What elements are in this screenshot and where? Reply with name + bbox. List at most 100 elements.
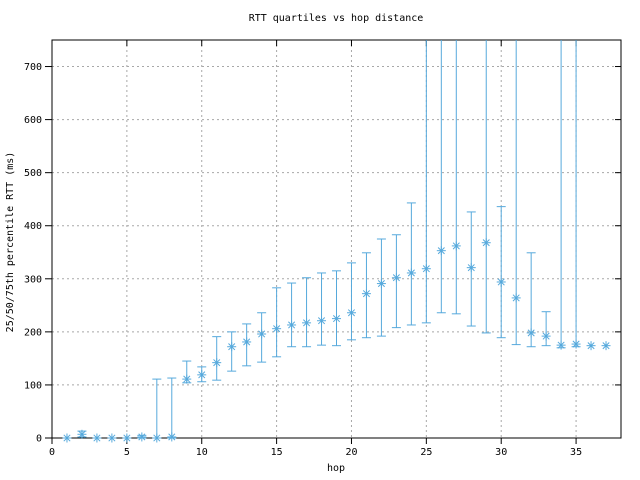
- median-marker-hop-37: [601, 341, 611, 351]
- median-marker-hop-23: [391, 273, 401, 283]
- median-marker-hop-26: [436, 246, 446, 256]
- error-bar-hop-19: [332, 270, 341, 347]
- grid: [52, 40, 621, 438]
- chart-title: RTT quartiles vs hop distance: [249, 13, 424, 24]
- marker-arm-d2: [527, 329, 535, 337]
- error-bar-hop-20: [346, 262, 356, 341]
- marker-arm-d2: [138, 433, 146, 441]
- error-bar-hop-35: [571, 40, 581, 348]
- x-tick-label-35: 35: [570, 447, 582, 458]
- y-tick-label-400: 400: [24, 221, 42, 232]
- median-marker-hop-7: [152, 433, 162, 443]
- median-marker-hop-5: [122, 433, 132, 443]
- error-bar-hop-18: [317, 272, 327, 346]
- median-marker-hop-28: [466, 263, 476, 273]
- marker-arm-d2: [347, 309, 356, 317]
- error-bar-hop-34: [556, 40, 566, 349]
- median-marker-hop-35: [571, 339, 581, 349]
- median-marker-hop-33: [541, 331, 551, 341]
- error-bar-hop-7: [152, 378, 162, 439]
- y-tick-label-200: 200: [24, 327, 42, 338]
- x-tick-label-15: 15: [271, 447, 283, 458]
- marker-arm-d2: [512, 294, 520, 302]
- median-marker-hop-34: [556, 340, 566, 350]
- y-axis-label: 25/50/75th percentile RTT (ms): [5, 152, 16, 333]
- median-marker-hop-9: [182, 374, 192, 384]
- marker-arm-d2: [407, 269, 415, 277]
- median-marker-hop-30: [496, 277, 506, 287]
- median-marker-hop-36: [586, 341, 596, 351]
- median-marker-hop-12: [227, 342, 237, 352]
- median-marker-hop-3: [92, 433, 102, 443]
- marker-arm-d2: [377, 280, 385, 288]
- error-bar-hop-25: [421, 40, 431, 324]
- marker-arm-d2: [557, 341, 565, 349]
- marker-arm-d2: [213, 359, 221, 367]
- axis-labels: RTT quartiles vs hop distance hop 25/50/…: [5, 13, 423, 474]
- median-marker-hop-17: [302, 318, 312, 328]
- marker-arm-d2: [183, 375, 191, 383]
- error-bar-hop-8: [167, 377, 177, 439]
- axis-ticks: [45, 40, 621, 444]
- y-tick-label-300: 300: [24, 274, 42, 285]
- median-marker-hop-32: [526, 328, 536, 338]
- marker-arm-d2: [587, 342, 595, 350]
- error-bar-hop-24: [406, 202, 416, 326]
- marker-arm-d2: [288, 321, 296, 329]
- marker-arm-d2: [392, 274, 400, 282]
- marker-arm-d2: [332, 315, 341, 323]
- marker-arm-d2: [497, 278, 505, 286]
- median-marker-hop-21: [361, 289, 371, 299]
- marker-arm-d2: [93, 434, 101, 442]
- error-bar-hop-27: [451, 40, 461, 315]
- marker-arm-d2: [452, 242, 460, 250]
- error-bar-hop-17: [302, 277, 312, 348]
- marker-arm-d2: [258, 330, 266, 338]
- y-tick-label-600: 600: [24, 115, 42, 126]
- median-marker-hop-24: [406, 268, 416, 278]
- marker-arm-d2: [243, 338, 251, 346]
- median-marker-hop-10: [197, 370, 207, 380]
- x-tick-label-30: 30: [495, 447, 507, 458]
- marker-arm-d2: [602, 342, 610, 350]
- rtt-quartile-series: [62, 40, 611, 443]
- median-marker-hop-19: [332, 314, 341, 324]
- error-bar-hop-16: [287, 282, 297, 348]
- error-bar-hop-30: [496, 206, 506, 339]
- marker-arm-d2: [63, 434, 71, 442]
- error-bar-hop-26: [436, 40, 446, 314]
- marker-arm-d2: [317, 317, 326, 325]
- median-marker-hop-29: [481, 238, 491, 248]
- marker-arm-d2: [108, 434, 116, 442]
- median-marker-hop-4: [107, 433, 117, 443]
- error-bar-hop-12: [227, 331, 237, 372]
- x-tick-label-0: 0: [49, 447, 55, 458]
- marker-arm-d2: [153, 434, 161, 442]
- error-bar-hop-29: [481, 40, 491, 334]
- marker-arm-d2: [123, 434, 131, 442]
- median-marker-hop-11: [212, 358, 222, 368]
- marker-arm-d2: [273, 325, 281, 333]
- median-marker-hop-20: [346, 308, 356, 318]
- error-bar-hop-15: [272, 287, 282, 358]
- marker-arm-d2: [78, 430, 86, 438]
- marker-arm-d2: [422, 265, 430, 273]
- marker-arm-d2: [228, 343, 236, 351]
- median-marker-hop-16: [287, 320, 297, 330]
- marker-arm-d2: [467, 264, 475, 272]
- median-marker-hop-27: [451, 241, 461, 251]
- x-tick-label-25: 25: [420, 447, 432, 458]
- x-tick-label-20: 20: [345, 447, 357, 458]
- median-marker-hop-14: [257, 329, 267, 339]
- y-tick-label-100: 100: [24, 380, 42, 391]
- median-marker-hop-15: [272, 324, 282, 334]
- marker-arm-d2: [302, 319, 311, 327]
- marker-arm-d2: [198, 371, 206, 379]
- marker-arm-d2: [542, 332, 550, 340]
- marker-arm-d2: [168, 433, 176, 441]
- marker-arm-d2: [572, 340, 580, 348]
- marker-arm-d2: [482, 239, 490, 247]
- median-marker-hop-2: [77, 429, 87, 439]
